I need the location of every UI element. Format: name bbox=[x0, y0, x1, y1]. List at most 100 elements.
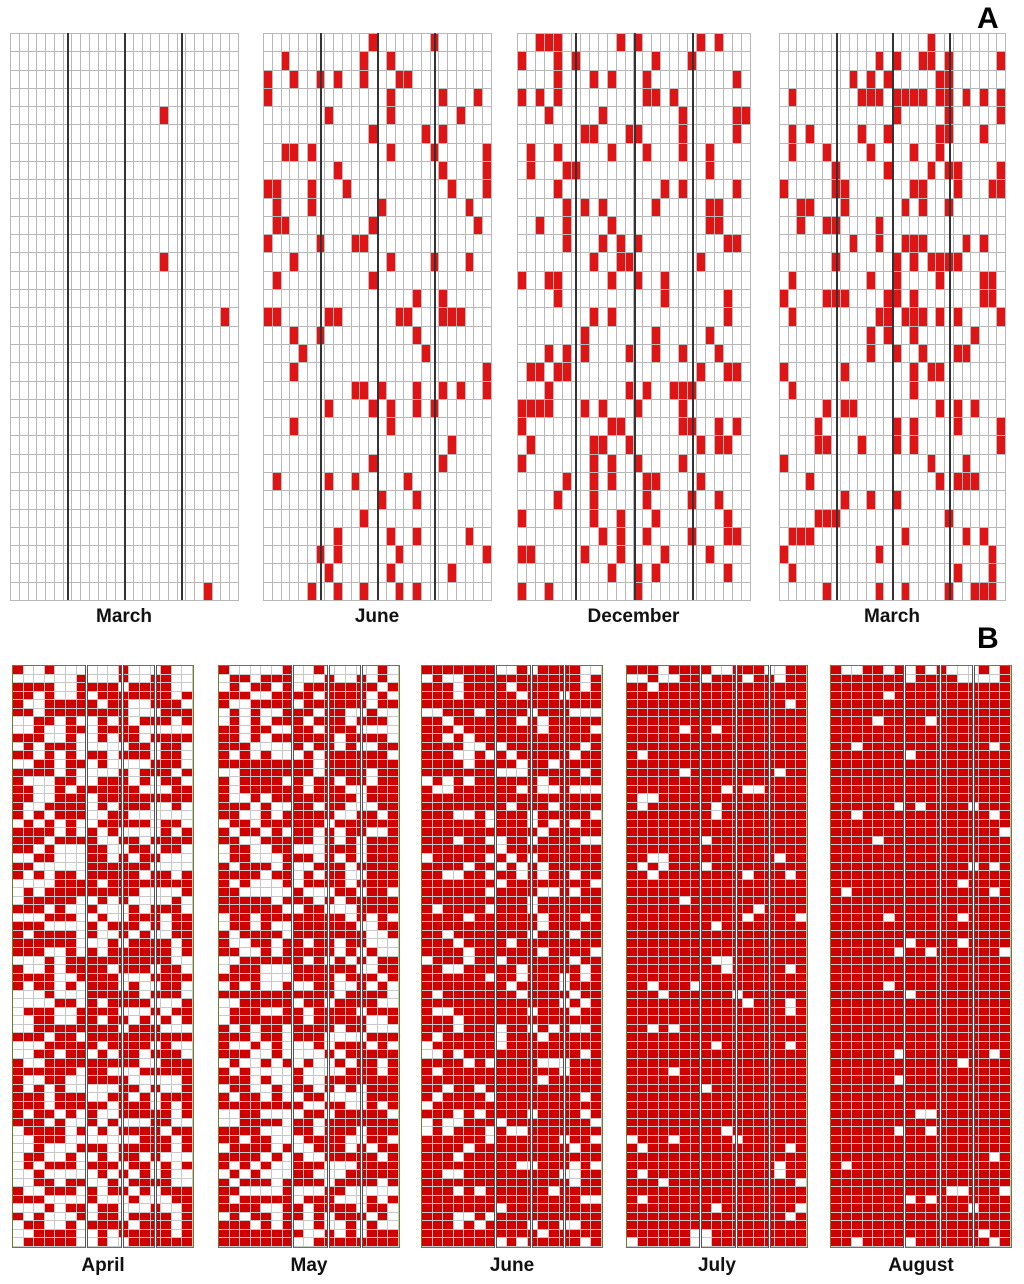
grid-cell bbox=[448, 509, 457, 528]
grid-cell bbox=[634, 162, 644, 181]
grid-cell bbox=[346, 802, 357, 812]
grid-cell bbox=[65, 999, 77, 1008]
grid-cell bbox=[13, 1110, 24, 1119]
grid-cell bbox=[598, 546, 608, 565]
grid-cell bbox=[160, 198, 169, 217]
grid-cell bbox=[97, 683, 109, 692]
grid-cell bbox=[65, 1170, 77, 1179]
grid-cell bbox=[87, 802, 98, 812]
grid-cell bbox=[11, 363, 20, 382]
grid-cell bbox=[212, 418, 222, 437]
grid-cell bbox=[13, 947, 24, 957]
grid-cell bbox=[625, 454, 635, 473]
grid-cell bbox=[151, 125, 161, 144]
grid-cell bbox=[34, 708, 45, 718]
grid-cell bbox=[901, 344, 911, 364]
grid-cell bbox=[182, 1041, 193, 1051]
grid-cell bbox=[814, 52, 824, 71]
grid-cell bbox=[971, 308, 980, 327]
grid-cell bbox=[307, 326, 317, 345]
grid-cell bbox=[140, 708, 151, 718]
grid-cell bbox=[182, 1195, 193, 1205]
grid-cell bbox=[962, 399, 972, 419]
grid-cell bbox=[474, 235, 484, 254]
grid-cell bbox=[395, 472, 405, 492]
grid-cell bbox=[840, 527, 850, 547]
grid-cell bbox=[28, 344, 38, 364]
grid-cell bbox=[788, 399, 798, 419]
grid-cell bbox=[324, 794, 336, 803]
grid-cell bbox=[388, 956, 399, 966]
grid-cell bbox=[303, 666, 315, 675]
grid-cell bbox=[125, 436, 134, 455]
grid-cell bbox=[625, 546, 635, 565]
grid-cell bbox=[89, 70, 99, 89]
grid-cell bbox=[346, 708, 357, 718]
grid-cell bbox=[161, 965, 172, 974]
grid-cell bbox=[858, 162, 867, 181]
grid-cell bbox=[161, 794, 172, 803]
grid-cell bbox=[314, 819, 325, 829]
grid-cell bbox=[161, 717, 172, 726]
grid-cell bbox=[87, 683, 98, 692]
grid-cell bbox=[335, 939, 347, 948]
grid-cell bbox=[378, 491, 387, 510]
grid-cell bbox=[54, 162, 64, 181]
grid-cell bbox=[351, 271, 361, 291]
grid-cell bbox=[186, 253, 196, 272]
grid-cell bbox=[388, 700, 399, 709]
grid-cell bbox=[11, 235, 20, 254]
grid-cell bbox=[203, 418, 213, 437]
grid-cell bbox=[927, 162, 937, 181]
grid-cell bbox=[212, 70, 222, 89]
grid-cell bbox=[697, 180, 707, 199]
grid-cell bbox=[171, 1093, 183, 1102]
grid-cell bbox=[334, 326, 343, 345]
grid-cell bbox=[360, 418, 370, 437]
grid-cell bbox=[261, 947, 272, 957]
grid-cell bbox=[742, 472, 751, 492]
grid-cell bbox=[11, 143, 20, 163]
grid-cell bbox=[892, 491, 902, 510]
grid-cell bbox=[87, 1229, 98, 1239]
grid-cell bbox=[81, 436, 90, 455]
grid-cell bbox=[814, 107, 824, 126]
grid-cell bbox=[535, 418, 545, 437]
grid-cell bbox=[133, 290, 143, 309]
grid-cell bbox=[212, 107, 222, 126]
grid-cell bbox=[936, 290, 946, 309]
grid-cell bbox=[404, 52, 414, 71]
grid-cell bbox=[303, 836, 315, 846]
grid-cell bbox=[168, 253, 178, 272]
grid-cell bbox=[290, 454, 300, 473]
grid-cell bbox=[360, 198, 370, 217]
grid-cell bbox=[814, 582, 824, 601]
grid-cell bbox=[290, 271, 300, 291]
grid-cell bbox=[988, 564, 998, 583]
grid-cell bbox=[607, 436, 617, 455]
grid-cell bbox=[780, 491, 789, 510]
grid-cell bbox=[19, 52, 29, 71]
grid-cell bbox=[221, 564, 231, 583]
grid-cell bbox=[388, 913, 399, 923]
grid-cell bbox=[625, 271, 635, 291]
grid-cell bbox=[299, 52, 308, 71]
grid-cell bbox=[866, 253, 876, 272]
grid-cell bbox=[875, 125, 885, 144]
grid-cell bbox=[806, 326, 815, 345]
grid-cell bbox=[299, 491, 308, 510]
grid-cell bbox=[23, 836, 35, 846]
grid-cell bbox=[979, 546, 989, 565]
grid-cell bbox=[161, 691, 172, 701]
grid-cell bbox=[129, 1050, 141, 1060]
grid-cell bbox=[892, 582, 902, 601]
grid-cell bbox=[386, 527, 396, 547]
grid-cell bbox=[388, 930, 399, 940]
grid-cell bbox=[87, 1153, 98, 1162]
grid-cell bbox=[625, 582, 635, 601]
grid-cell bbox=[377, 819, 389, 829]
grid-cell bbox=[404, 344, 414, 364]
grid-cell bbox=[927, 70, 937, 89]
grid-cell bbox=[240, 819, 251, 829]
grid-cell bbox=[182, 982, 193, 991]
